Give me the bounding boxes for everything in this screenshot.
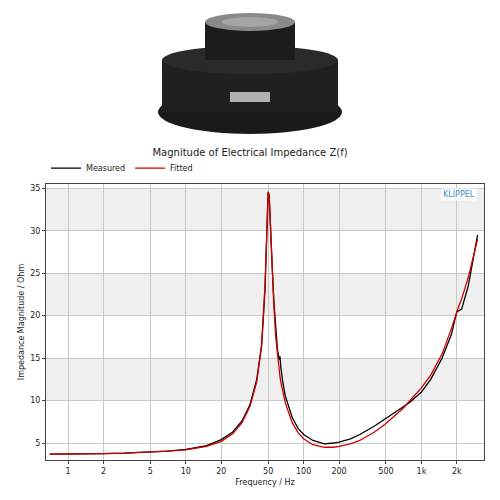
- svg-text:2k: 2k: [452, 467, 462, 476]
- svg-text:20: 20: [216, 467, 226, 476]
- svg-text:Magnitude of Electrical Impeda: Magnitude of Electrical Impedance Z(f): [152, 147, 347, 158]
- svg-text:20: 20: [30, 311, 40, 320]
- svg-text:Frequency / Hz: Frequency / Hz: [235, 478, 294, 487]
- svg-text:Impedance Magnitude / Ohm: Impedance Magnitude / Ohm: [17, 264, 26, 381]
- svg-text:10: 10: [30, 396, 40, 405]
- svg-text:50: 50: [263, 467, 273, 476]
- svg-text:35: 35: [30, 184, 40, 193]
- svg-text:5: 5: [35, 439, 40, 448]
- svg-text:200: 200: [331, 467, 346, 476]
- svg-text:100: 100: [296, 467, 311, 476]
- svg-text:25: 25: [30, 269, 40, 278]
- svg-text:10: 10: [181, 467, 191, 476]
- svg-text:Fitted: Fitted: [170, 164, 193, 173]
- svg-text:2: 2: [101, 467, 106, 476]
- svg-text:30: 30: [30, 227, 40, 236]
- svg-text:1k: 1k: [417, 467, 427, 476]
- svg-text:500: 500: [378, 467, 393, 476]
- svg-text:Measured: Measured: [86, 164, 125, 173]
- svg-text:5: 5: [148, 467, 153, 476]
- svg-text:KLIPPEL: KLIPPEL: [443, 190, 475, 199]
- svg-text:1: 1: [65, 467, 70, 476]
- svg-text:15: 15: [30, 354, 40, 363]
